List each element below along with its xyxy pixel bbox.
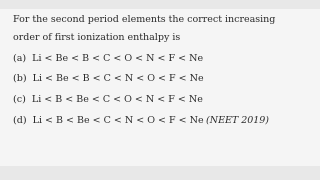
Text: (a)  Li < Be < B < C < O < N < F < Ne: (a) Li < Be < B < C < O < N < F < Ne (13, 54, 203, 63)
Text: (NEET 2019): (NEET 2019) (206, 115, 269, 124)
Text: (b)  Li < Be < B < C < N < O < F < Ne: (b) Li < Be < B < C < N < O < F < Ne (13, 74, 204, 83)
Text: (d)  Li < B < Be < C < N < O < F < Ne: (d) Li < B < Be < C < N < O < F < Ne (13, 115, 206, 124)
Text: order of first ionization enthalpy is: order of first ionization enthalpy is (13, 33, 180, 42)
Text: For the second period elements the correct increasing: For the second period elements the corre… (13, 15, 275, 24)
Text: (c)  Li < B < Be < C < O < N < F < Ne: (c) Li < B < Be < C < O < N < F < Ne (13, 94, 203, 103)
